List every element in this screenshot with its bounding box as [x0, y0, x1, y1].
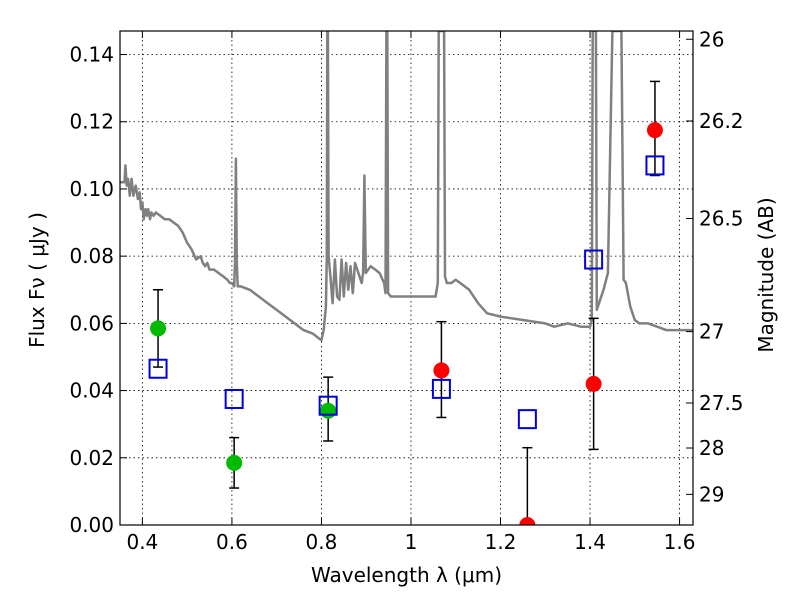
data-point — [150, 320, 167, 337]
x-tick-label: 1.2 — [485, 530, 517, 554]
right-tick-label: 28 — [699, 436, 724, 460]
model-point — [431, 378, 451, 399]
y-tick-label: 0.04 — [69, 379, 114, 403]
x-tick-label: 0.8 — [306, 530, 338, 554]
plot-area — [120, 31, 693, 525]
y-tick-label: 0.10 — [69, 177, 114, 201]
right-axis-label: Magnitude (AB) — [754, 197, 778, 352]
y-tick-label: 0.06 — [69, 311, 114, 335]
data-point — [433, 362, 450, 379]
spectrum-line — [120, 31, 693, 342]
model-point — [318, 395, 338, 416]
x-tick-label: 0.6 — [216, 530, 248, 554]
y-axis-label: Flux Fν ( μJy ) — [25, 212, 49, 348]
model-point — [645, 155, 665, 176]
y-tick-label: 0.14 — [69, 43, 114, 67]
right-tick-label: 29 — [699, 482, 724, 506]
x-axis-label: Wavelength λ (μm) — [311, 563, 502, 587]
right-tick-label: 27.5 — [699, 391, 744, 415]
x-tick-label: 1 — [405, 530, 418, 554]
x-tick-label: 1.6 — [664, 530, 696, 554]
right-tick-label: 26 — [699, 27, 724, 51]
x-tick-label: 1.4 — [574, 530, 606, 554]
plot-frame — [119, 30, 694, 526]
data-point — [320, 402, 337, 419]
y-tick-label: 0.02 — [69, 446, 114, 470]
right-tick-label: 26.2 — [699, 109, 744, 133]
model-point — [584, 249, 604, 270]
y-tick-label: 0.12 — [69, 110, 114, 134]
y-tick-label: 0.00 — [69, 513, 114, 537]
ticks: 0.4 0.6 0.8 1 1.2 1.4 1.6 0.00 0.02 0.04 0.06 0.08 0… — [69, 27, 743, 554]
model-point — [517, 409, 537, 430]
model-point — [148, 358, 168, 379]
data-point — [585, 375, 602, 392]
right-tick-label: 26.5 — [699, 207, 744, 231]
data-point — [226, 454, 243, 471]
y-tick-label: 0.08 — [69, 244, 114, 268]
model-point — [224, 388, 244, 409]
data-point — [646, 122, 663, 139]
x-tick-label: 0.4 — [126, 530, 158, 554]
right-tick-label: 27 — [699, 320, 724, 344]
data-point — [519, 517, 536, 525]
